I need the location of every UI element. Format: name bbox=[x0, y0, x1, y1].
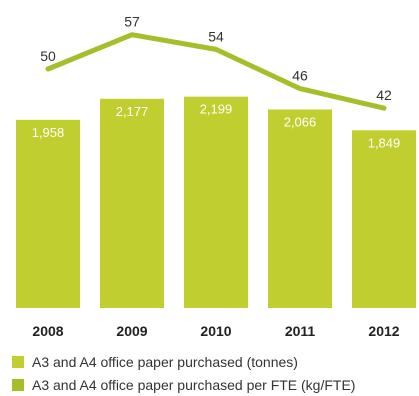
line-series bbox=[45, 32, 387, 111]
bar-value-label: 2,177 bbox=[116, 104, 149, 119]
x-tick-label: 2009 bbox=[116, 323, 147, 339]
bar-value-label: 1,849 bbox=[368, 135, 401, 150]
bar-value-label: 2,066 bbox=[284, 114, 317, 129]
bar-value-label: 2,199 bbox=[200, 102, 233, 117]
legend-item-tonnes: A3 and A4 office paper purchased (tonnes… bbox=[12, 354, 298, 370]
bar-2009 bbox=[100, 98, 164, 308]
line-value-label: 46 bbox=[292, 68, 308, 84]
bar-series bbox=[16, 96, 416, 308]
legend-label-per-fte: A3 and A4 office paper purchased per FTE… bbox=[32, 377, 356, 393]
legend-item-per-fte: A3 and A4 office paper purchased per FTE… bbox=[12, 377, 355, 393]
x-tick-label: 2008 bbox=[32, 323, 63, 339]
bar-value-label: 1,958 bbox=[32, 125, 65, 140]
x-tick-label: 2010 bbox=[200, 323, 231, 339]
bar-2012 bbox=[352, 130, 416, 308]
line-value-label: 57 bbox=[124, 14, 140, 30]
line-value-label: 42 bbox=[376, 87, 392, 103]
line-value-label: 50 bbox=[40, 48, 56, 64]
bar-value-labels: 1,958 2,177 2,199 2,066 1,849 bbox=[32, 102, 401, 151]
bar-2010 bbox=[184, 96, 248, 308]
line-value-labels: 50 57 54 46 42 bbox=[40, 14, 392, 103]
legend-label-tonnes: A3 and A4 office paper purchased (tonnes… bbox=[32, 354, 298, 370]
x-axis-tick-labels: 2008 2009 2010 2011 2012 bbox=[32, 323, 399, 339]
legend-swatch-tonnes bbox=[12, 356, 24, 368]
legend-swatch-per-fte bbox=[12, 379, 24, 391]
line-value-label: 54 bbox=[208, 28, 224, 44]
bar-2008 bbox=[16, 119, 80, 308]
x-tick-label: 2012 bbox=[368, 323, 399, 339]
x-tick-label: 2011 bbox=[285, 323, 316, 339]
bar-2011 bbox=[268, 109, 332, 308]
